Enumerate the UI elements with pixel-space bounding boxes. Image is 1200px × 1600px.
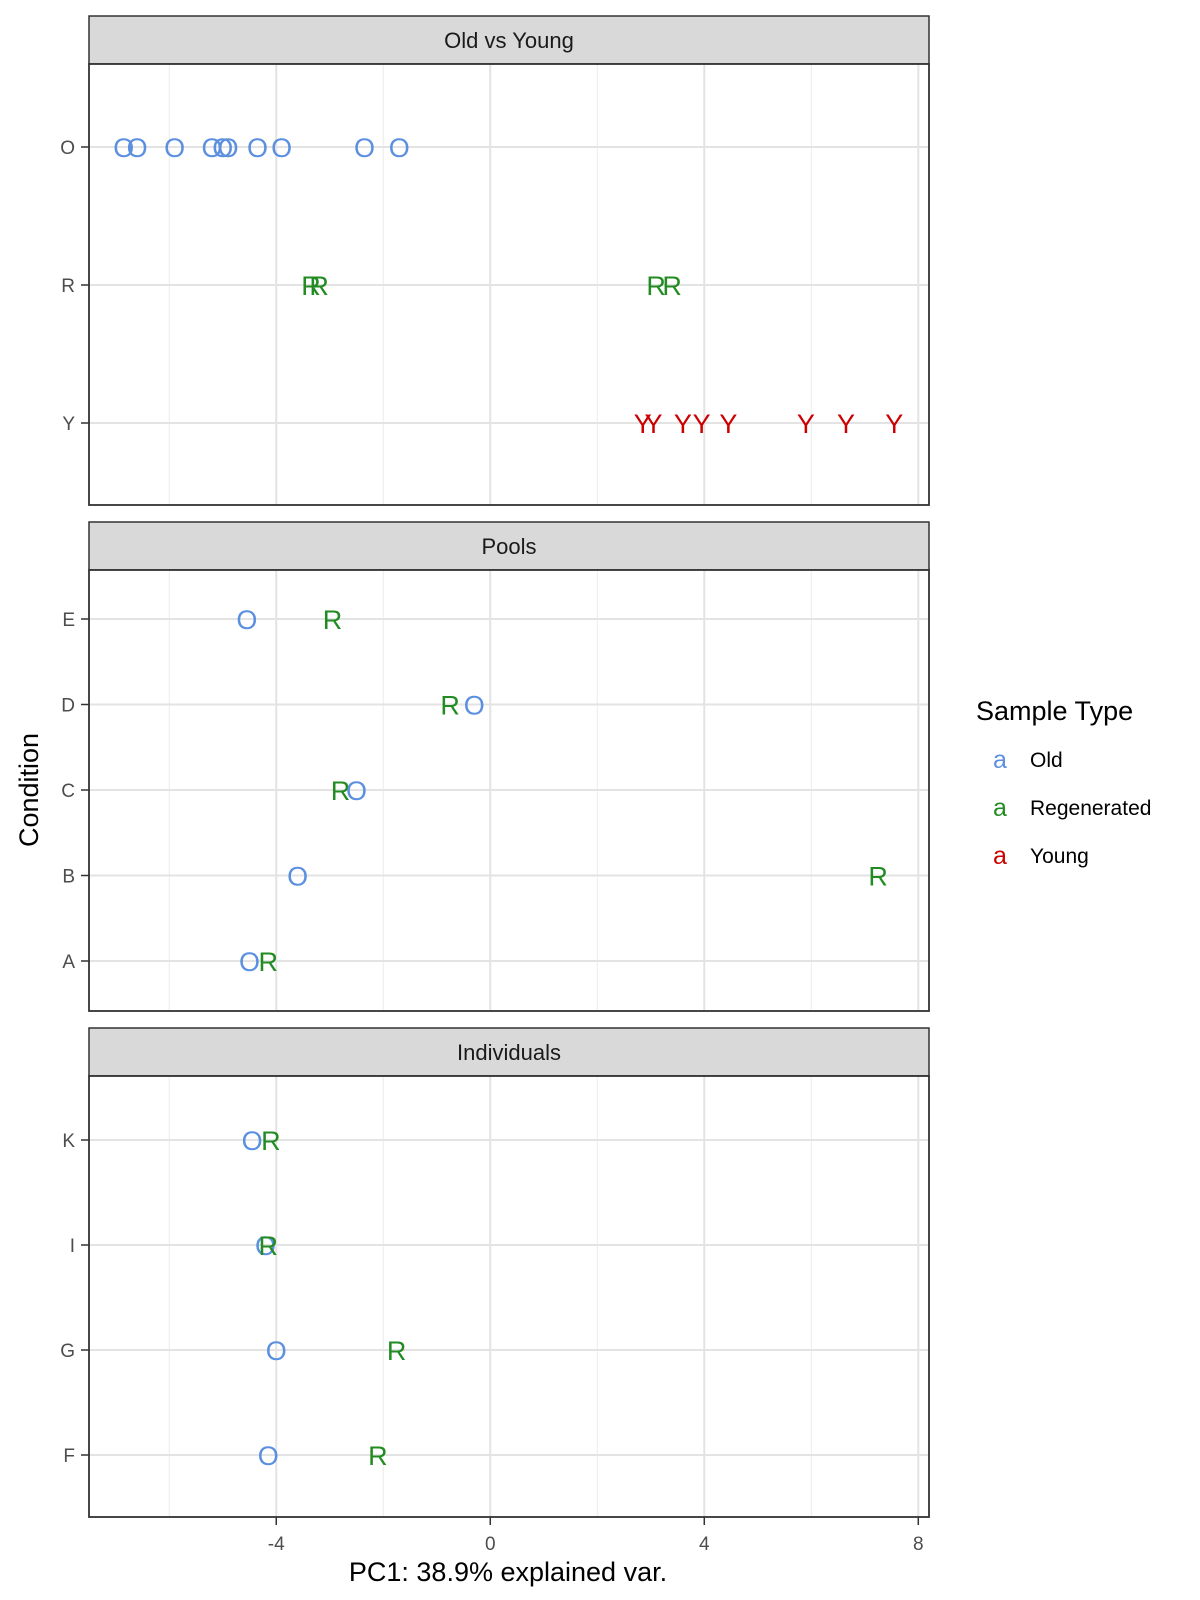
data-point: R [440, 691, 460, 721]
x-tick-label: 0 [485, 1534, 496, 1555]
y-tick-label: D [61, 696, 75, 717]
y-tick-label: F [63, 1446, 75, 1467]
y-tick-label: E [62, 610, 75, 631]
facet-strip-title: Old vs Young [444, 28, 574, 53]
data-point: O [255, 1231, 276, 1261]
x-tick-label: 4 [699, 1534, 710, 1555]
data-point: R [261, 1126, 281, 1156]
panel-border [88, 1075, 930, 1518]
data-point: R [258, 1231, 278, 1261]
data-point: R [646, 271, 666, 301]
legend-label-young: Young [1030, 845, 1089, 868]
data-point: R [258, 947, 278, 977]
data-point: O [247, 133, 268, 163]
legend: Sample Type a Old a Regenerated a Young [976, 696, 1151, 870]
x-tick-label: -4 [268, 1534, 285, 1555]
data-point: O [202, 133, 223, 163]
data-point: Y [634, 409, 652, 439]
facet-strip-title: Individuals [457, 1040, 561, 1065]
legend-label-old: Old [1030, 749, 1063, 772]
data-point: Y [885, 409, 903, 439]
data-point: O [242, 1126, 263, 1156]
data-point: O [287, 862, 308, 892]
facet-strip [88, 521, 930, 571]
y-tick-label: O [60, 138, 75, 159]
data-point: R [868, 862, 888, 892]
panel-border [88, 63, 930, 506]
data-point: R [301, 271, 321, 301]
data-point: R [662, 271, 682, 301]
data-point: O [113, 133, 134, 163]
y-axis-title: Condition [14, 733, 44, 847]
data-point: O [239, 947, 260, 977]
data-point: O [127, 133, 148, 163]
panel-border [88, 569, 930, 1012]
plot-background [89, 1076, 929, 1517]
data-point: O [164, 133, 185, 163]
facet-strip [88, 1027, 930, 1077]
y-tick-label: I [70, 1236, 75, 1257]
y-tick-label: G [60, 1341, 75, 1362]
data-point: O [346, 776, 367, 806]
legend-label-regenerated: Regenerated [1030, 797, 1151, 820]
data-point: O [271, 133, 292, 163]
data-point: Y [837, 409, 855, 439]
facet-strip [88, 15, 930, 65]
legend-key-regenerated: a [993, 794, 1007, 822]
legend-key-old: a [993, 746, 1007, 774]
y-tick-label: C [61, 781, 75, 802]
data-point: O [236, 605, 257, 635]
data-point: Y [719, 409, 737, 439]
data-point: R [309, 271, 329, 301]
data-point: R [331, 776, 351, 806]
facet-strip-title: Pools [481, 534, 536, 559]
data-point: O [464, 691, 485, 721]
data-point: O [258, 1441, 279, 1471]
data-point: R [323, 605, 343, 635]
data-point: R [368, 1441, 388, 1471]
data-point: O [212, 133, 233, 163]
data-point: R [387, 1336, 407, 1366]
data-point: O [389, 133, 410, 163]
data-point: Y [693, 409, 711, 439]
legend-title: Sample Type [976, 696, 1133, 726]
legend-key-young: a [993, 842, 1007, 870]
x-axis-title: PC1: 38.9% explained var. [349, 1557, 667, 1587]
data-point: Y [674, 409, 692, 439]
data-point: O [218, 133, 239, 163]
data-point: Y [797, 409, 815, 439]
y-tick-label: B [62, 867, 75, 888]
y-tick-label: K [62, 1131, 75, 1152]
x-tick-label: 8 [913, 1534, 924, 1555]
data-point: O [266, 1336, 287, 1366]
y-tick-label: Y [62, 414, 75, 435]
y-tick-label: A [62, 952, 75, 973]
data-point: Y [644, 409, 662, 439]
data-point: O [354, 133, 375, 163]
y-tick-label: R [61, 276, 75, 297]
